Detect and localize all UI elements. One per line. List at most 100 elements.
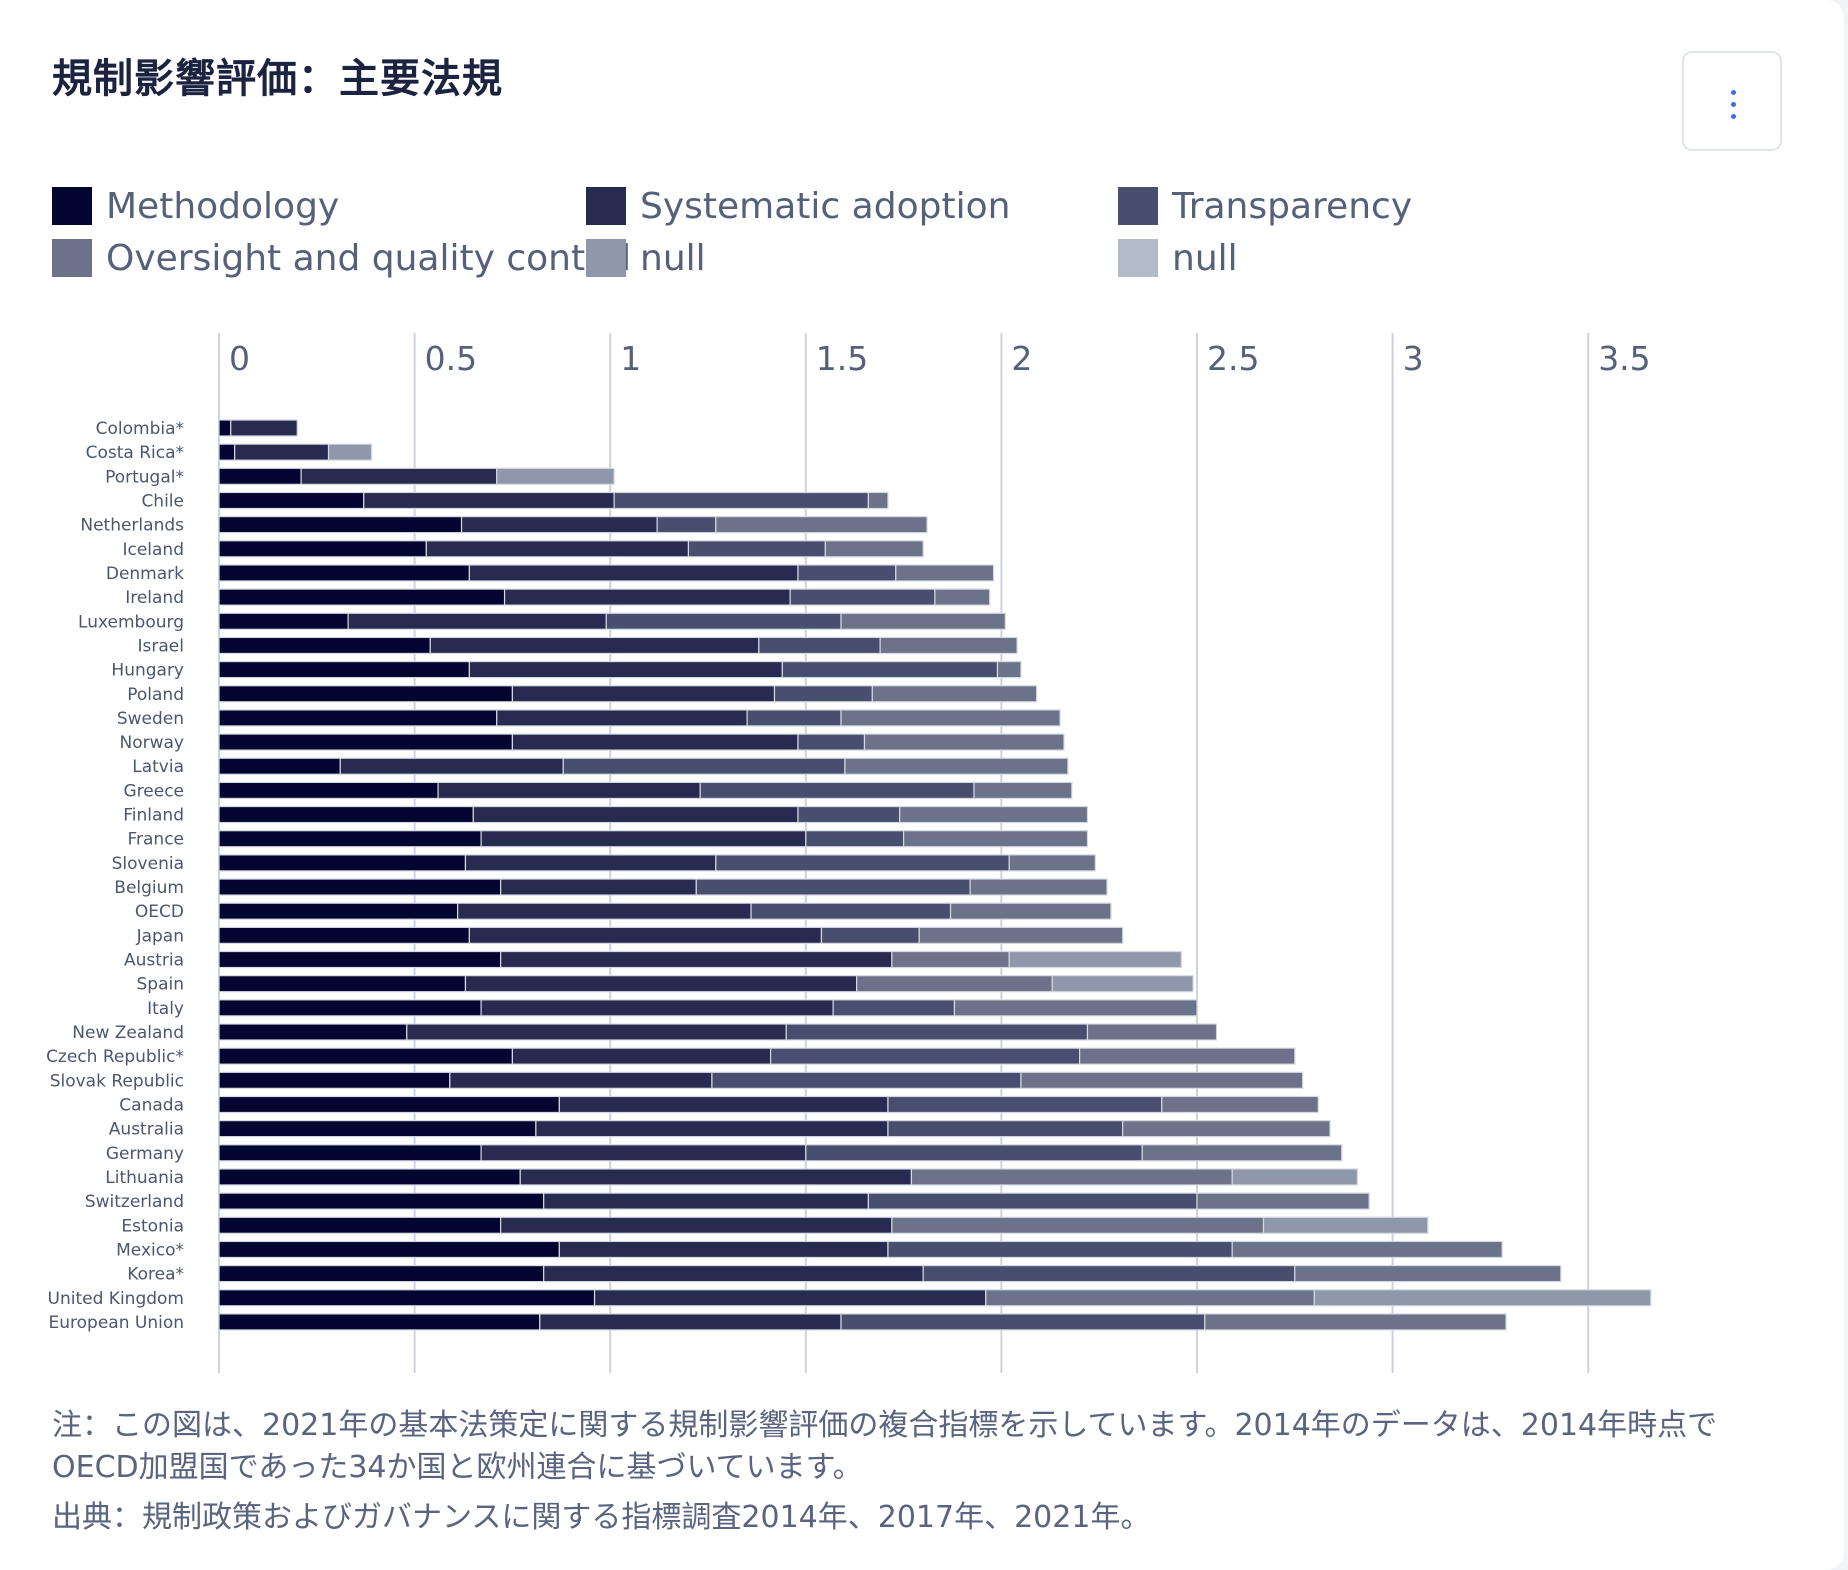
bar-segment-oversight-and-quality-control[interactable] [953,999,1198,1017]
bar-segment-methodology[interactable] [218,1023,408,1041]
bar-segment-systematic-adoption[interactable] [558,1095,889,1114]
bar-segment-transparency[interactable] [887,1095,1163,1114]
bar-segment-transparency[interactable] [797,564,897,582]
bar-segment-methodology[interactable] [218,1144,482,1162]
bar-segment-systematic-adoption[interactable] [406,1023,787,1041]
bar-segment-systematic-adoption[interactable] [511,1047,772,1065]
legend-item-oversight[interactable]: Oversight and quality control [52,236,631,280]
bar-segment-oversight-and-quality-control[interactable] [840,612,1006,630]
bar-segment-methodology[interactable] [218,636,431,655]
legend-item-null-2[interactable]: null [1118,236,1238,280]
legend-item-systematic-adoption[interactable]: Systematic adoption [586,184,1010,228]
bar-segment-oversight-and-quality-control[interactable] [824,540,924,558]
legend-item-methodology[interactable]: Methodology [52,184,339,228]
bar-segment-methodology[interactable] [218,419,232,437]
bar-segment-transparency[interactable] [750,902,952,920]
bar-segment-systematic-adoption[interactable] [543,1264,924,1283]
bar-segment-systematic-adoption[interactable] [464,854,717,872]
bar-segment-systematic-adoption[interactable] [468,564,799,582]
bar-segment-transparency[interactable] [605,612,842,630]
bar-segment-systematic-adoption[interactable] [480,1144,807,1162]
bar-segment-transparency[interactable] [769,1047,1081,1065]
bar-segment-methodology[interactable] [218,757,341,775]
bar-segment-methodology[interactable] [218,1120,537,1138]
bar-segment-systematic-adoption[interactable] [300,467,498,485]
bar-segment-methodology[interactable] [218,878,502,896]
bar-segment-methodology[interactable] [218,781,439,799]
bar-segment-systematic-adoption[interactable] [480,830,807,848]
bar-segment-systematic-adoption[interactable] [480,999,834,1017]
bar-segment-methodology[interactable] [218,975,467,993]
bar-segment-null-4[interactable] [327,443,373,461]
bar-segment-methodology[interactable] [218,564,470,582]
bar-segment-systematic-adoption[interactable] [460,516,658,534]
bar-segment-transparency[interactable] [773,685,873,703]
bar-segment-oversight-and-quality-control[interactable] [1079,1047,1296,1065]
bar-segment-oversight-and-quality-control[interactable] [1086,1023,1218,1041]
bar-segment-transparency[interactable] [805,1144,1143,1162]
chart-menu-button[interactable] [1682,51,1782,151]
bar-segment-oversight-and-quality-control[interactable] [1204,1313,1507,1331]
bar-segment-oversight-and-quality-control[interactable] [1196,1192,1370,1210]
bar-segment-systematic-adoption[interactable] [500,1216,893,1234]
bar-segment-methodology[interactable] [218,1071,451,1089]
bar-segment-null-4[interactable] [496,467,615,485]
bar-segment-systematic-adoption[interactable] [425,540,690,558]
bar-segment-systematic-adoption[interactable] [234,443,330,461]
bar-segment-methodology[interactable] [218,1264,545,1283]
bar-segment-methodology[interactable] [218,685,513,703]
bar-segment-transparency[interactable] [832,999,956,1017]
bar-segment-systematic-adoption[interactable] [347,612,607,630]
bar-segment-transparency[interactable] [758,636,881,655]
bar-segment-transparency[interactable] [711,1071,1022,1089]
legend-item-transparency[interactable]: Transparency [1118,184,1412,228]
bar-segment-methodology[interactable] [218,1216,502,1234]
bar-segment-oversight-and-quality-control[interactable] [899,805,1089,824]
bar-segment-oversight-and-quality-control[interactable] [910,1168,1233,1186]
bar-segment-oversight-and-quality-control[interactable] [1231,1240,1503,1259]
bar-segment-systematic-adoption[interactable] [593,1289,987,1307]
bar-segment-oversight-and-quality-control[interactable] [1294,1264,1562,1283]
bar-segment-transparency[interactable] [687,540,826,558]
bar-segment-methodology[interactable] [218,1240,560,1259]
bar-segment-systematic-adoption[interactable] [457,902,752,920]
bar-segment-methodology[interactable] [218,661,470,679]
bar-segment-methodology[interactable] [218,733,513,751]
bar-segment-methodology[interactable] [218,612,349,630]
bar-segment-null-4[interactable] [1313,1289,1652,1307]
bar-segment-transparency[interactable] [789,588,936,606]
bar-segment-oversight-and-quality-control[interactable] [867,491,889,510]
bar-segment-systematic-adoption[interactable] [468,926,823,944]
bar-segment-methodology[interactable] [218,854,467,872]
bar-segment-oversight-and-quality-control[interactable] [1008,854,1096,872]
bar-segment-methodology[interactable] [218,1168,521,1186]
bar-segment-systematic-adoption[interactable] [468,661,783,679]
bar-segment-methodology[interactable] [218,540,427,558]
bar-segment-transparency[interactable] [867,1192,1198,1210]
bar-segment-systematic-adoption[interactable] [449,1071,713,1089]
bar-segment-methodology[interactable] [218,830,482,848]
bar-segment-oversight-and-quality-control[interactable] [969,878,1108,896]
bar-segment-systematic-adoption[interactable] [429,636,760,655]
bar-segment-oversight-and-quality-control[interactable] [879,636,1018,655]
bar-segment-transparency[interactable] [695,878,971,896]
bar-segment-methodology[interactable] [218,1192,545,1210]
bar-segment-systematic-adoption[interactable] [511,733,799,751]
bar-segment-transparency[interactable] [562,757,846,775]
bar-segment-systematic-adoption[interactable] [437,781,701,799]
bar-segment-transparency[interactable] [781,661,999,679]
bar-segment-methodology[interactable] [218,926,470,944]
bar-segment-oversight-and-quality-control[interactable] [871,685,1038,703]
bar-segment-transparency[interactable] [820,926,920,944]
bar-segment-methodology[interactable] [218,902,459,920]
bar-segment-oversight-and-quality-control[interactable] [863,733,1065,751]
bar-segment-transparency[interactable] [613,491,869,510]
bar-segment-transparency[interactable] [699,781,975,799]
bar-segment-systematic-adoption[interactable] [511,685,776,703]
bar-segment-oversight-and-quality-control[interactable] [973,781,1073,799]
bar-segment-oversight-and-quality-control[interactable] [715,516,928,534]
bar-segment-oversight-and-quality-control[interactable] [985,1289,1315,1307]
bar-segment-transparency[interactable] [746,709,842,727]
bar-segment-methodology[interactable] [218,999,482,1017]
bar-segment-systematic-adoption[interactable] [496,709,748,727]
